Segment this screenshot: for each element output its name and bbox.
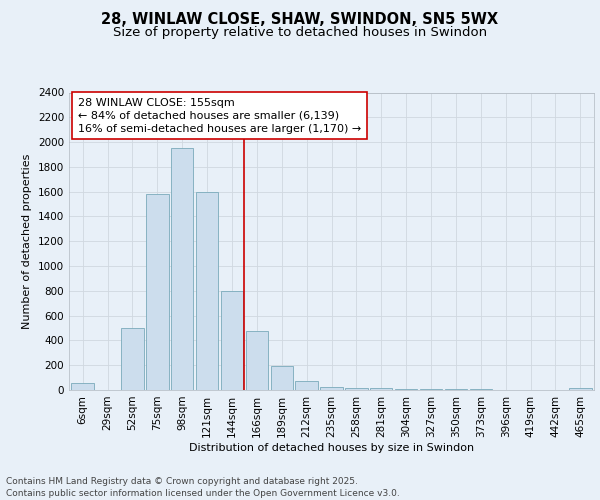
Y-axis label: Number of detached properties: Number of detached properties bbox=[22, 154, 32, 329]
Bar bbox=[221, 291, 243, 390]
Text: 28 WINLAW CLOSE: 155sqm
← 84% of detached houses are smaller (6,139)
16% of semi: 28 WINLAW CLOSE: 155sqm ← 84% of detache… bbox=[78, 98, 361, 134]
Bar bbox=[569, 388, 592, 390]
Bar bbox=[420, 389, 442, 390]
Bar bbox=[121, 328, 143, 390]
Bar bbox=[271, 366, 293, 390]
Bar bbox=[71, 382, 94, 390]
Text: Size of property relative to detached houses in Swindon: Size of property relative to detached ho… bbox=[113, 26, 487, 39]
Bar bbox=[146, 194, 169, 390]
Bar bbox=[320, 387, 343, 390]
Bar bbox=[370, 388, 392, 390]
Text: Contains HM Land Registry data © Crown copyright and database right 2025.
Contai: Contains HM Land Registry data © Crown c… bbox=[6, 476, 400, 498]
Bar bbox=[345, 388, 368, 390]
X-axis label: Distribution of detached houses by size in Swindon: Distribution of detached houses by size … bbox=[189, 442, 474, 452]
Bar bbox=[245, 330, 268, 390]
Text: 28, WINLAW CLOSE, SHAW, SWINDON, SN5 5WX: 28, WINLAW CLOSE, SHAW, SWINDON, SN5 5WX bbox=[101, 12, 499, 28]
Bar bbox=[196, 192, 218, 390]
Bar bbox=[171, 148, 193, 390]
Bar bbox=[295, 382, 318, 390]
